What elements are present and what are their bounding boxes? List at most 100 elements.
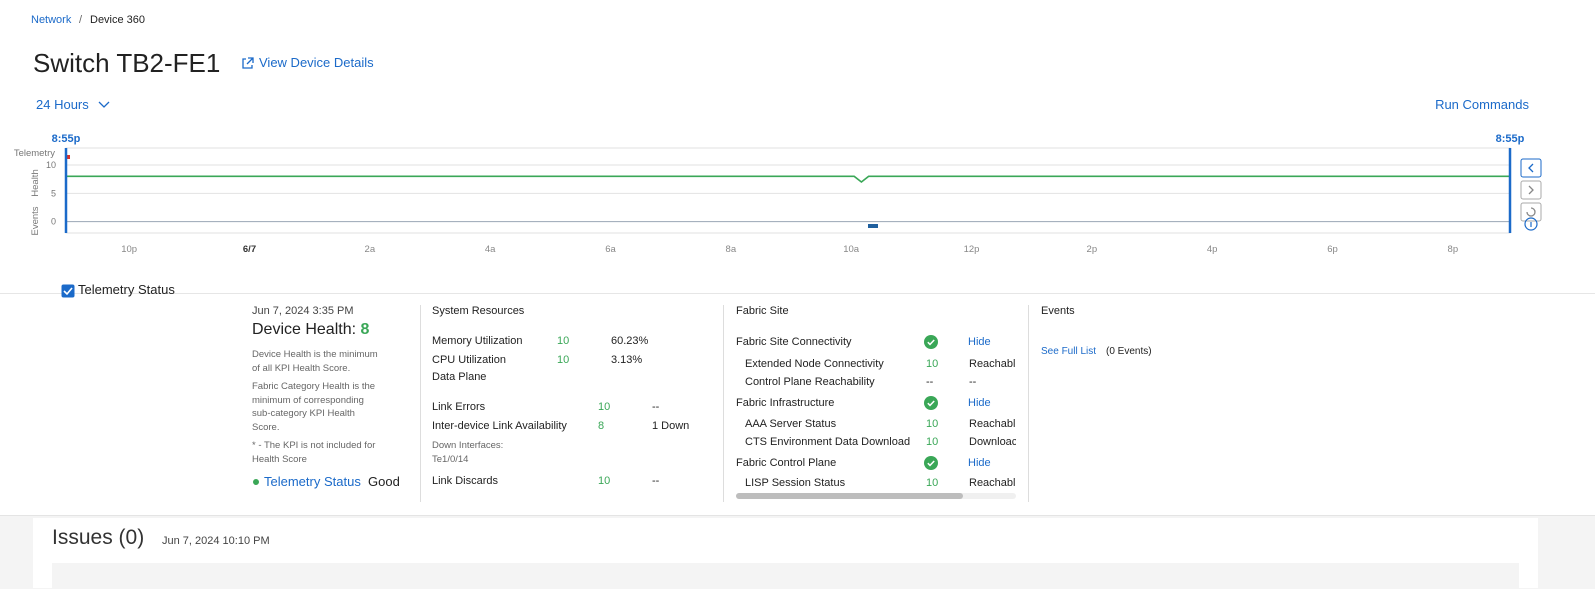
group-name: Fabric Site Connectivity bbox=[736, 336, 852, 348]
row-label: Events bbox=[30, 206, 41, 235]
health-line bbox=[66, 175, 1510, 184]
x-tick-label: 8p bbox=[1448, 244, 1459, 255]
issues-date: Jun 7, 2024 10:10 PM bbox=[162, 535, 270, 547]
kpi-status: -- bbox=[969, 376, 977, 388]
telemetry-state: Good bbox=[368, 474, 400, 489]
kpi-score: 10 bbox=[598, 401, 611, 413]
telemetry-link[interactable]: Telemetry Status bbox=[264, 474, 361, 489]
kpi-score: 10 bbox=[926, 436, 939, 448]
kpi-name: Extended Node Connectivity bbox=[745, 358, 884, 370]
nav-icon bbox=[1526, 207, 1536, 217]
note: Te1/0/14 bbox=[432, 454, 469, 465]
page-title: Switch TB2-FE1 bbox=[33, 48, 221, 78]
kpi-name: Inter-device Link Availability bbox=[432, 420, 567, 432]
health-label: Device Health: 8 bbox=[252, 321, 369, 339]
kpi-status: Reachabl bbox=[969, 477, 1016, 489]
breadcrumb-separator: / bbox=[79, 14, 83, 26]
health-label-text: Device Health: bbox=[252, 321, 357, 338]
kpi-name: AAA Server Status bbox=[745, 418, 837, 430]
kpi-name: Memory Utilization bbox=[432, 335, 523, 347]
health-note: * - The KPI is not included for Health S… bbox=[252, 440, 376, 465]
events-count: (0 Events) bbox=[1106, 346, 1152, 357]
kpi-score: 10 bbox=[598, 475, 611, 487]
breadcrumb-link[interactable]: Network bbox=[31, 14, 72, 26]
check-icon bbox=[924, 335, 938, 352]
x-tick-label: 10a bbox=[843, 244, 860, 255]
issues-table bbox=[52, 563, 1519, 588]
health-note: Device Health is the minimum of all KPI … bbox=[252, 349, 378, 374]
issues-title: Issues (0) bbox=[52, 526, 145, 549]
status-dot bbox=[253, 479, 259, 485]
group-name: Fabric Control Plane bbox=[736, 457, 837, 469]
section-title: Fabric Site bbox=[736, 305, 789, 317]
x-tick-label: 8a bbox=[726, 244, 737, 255]
x-tick-label: 2a bbox=[365, 244, 376, 255]
kpi-value: 60.23% bbox=[611, 335, 649, 347]
checkbox[interactable] bbox=[61, 284, 75, 298]
hide-action[interactable]: Hide bbox=[968, 457, 991, 469]
health-date: Jun 7, 2024 3:35 PM bbox=[252, 305, 354, 317]
kpi-name: Link Errors bbox=[432, 401, 486, 413]
hide-action[interactable]: Hide bbox=[968, 397, 991, 409]
kpi-value: 3.13% bbox=[611, 354, 643, 366]
kpi-score: 10 bbox=[557, 354, 570, 366]
y-tick-label: 0 bbox=[51, 217, 56, 227]
toggle-label: Telemetry Status bbox=[78, 282, 175, 297]
scroll-thumb[interactable] bbox=[736, 493, 963, 499]
x-tick-label: 6a bbox=[605, 244, 616, 255]
health-score: 8 bbox=[360, 321, 370, 338]
kpi-status: Downloac bbox=[969, 436, 1016, 448]
row-label: Health bbox=[30, 169, 41, 196]
check-icon bbox=[924, 396, 938, 413]
events-title: Events bbox=[1041, 305, 1075, 317]
kpi-score: 8 bbox=[598, 420, 605, 432]
y-tick-label: 10 bbox=[46, 160, 56, 170]
nav-button[interactable] bbox=[1520, 180, 1542, 200]
nav-icon bbox=[1528, 163, 1534, 173]
health-note: Fabric Category Health is the minimum of… bbox=[252, 381, 376, 433]
note-title: Down Interfaces: bbox=[432, 440, 504, 451]
x-tick-label: 4a bbox=[485, 244, 496, 255]
column-divider bbox=[723, 305, 724, 502]
scroll-track bbox=[736, 493, 1016, 499]
x-tick-label: 10p bbox=[121, 244, 137, 255]
x-tick-label: 12p bbox=[964, 244, 980, 255]
section-title: System Resources bbox=[432, 305, 525, 317]
telemetry-marker bbox=[66, 155, 70, 159]
run-commands[interactable]: Run Commands bbox=[1435, 97, 1529, 112]
plot-area bbox=[65, 147, 1511, 234]
subsection-title: Data Plane bbox=[432, 371, 487, 383]
hide-action[interactable]: Hide bbox=[968, 336, 991, 348]
kpi-value: -- bbox=[652, 475, 660, 487]
kpi-name: CTS Environment Data Download bbox=[745, 436, 911, 448]
timeline: 0 5 10 10p 6/7 2a 4a 6a 8a 10a 12p 2p 4p 6p 8p Telemetr… bbox=[14, 133, 1542, 255]
group-name: Fabric Infrastructure bbox=[736, 397, 835, 409]
kpi-value: 1 Down bbox=[652, 420, 690, 432]
info-icon bbox=[1524, 217, 1538, 231]
details-link[interactable]: View Device Details bbox=[259, 55, 374, 70]
kpi-value: -- bbox=[652, 401, 660, 413]
kpi-score: 10 bbox=[926, 477, 939, 489]
kpi-status: Reachabl bbox=[969, 358, 1016, 370]
range-end: 8:55p bbox=[1496, 133, 1525, 145]
nav-button[interactable] bbox=[1520, 202, 1542, 222]
nav-button[interactable] bbox=[1520, 158, 1542, 178]
kpi-score: 10 bbox=[926, 418, 939, 430]
events-link[interactable]: See Full List bbox=[1041, 346, 1097, 357]
kpi-name: Control Plane Reachability bbox=[745, 376, 875, 388]
time-range[interactable]: 24 Hours bbox=[36, 97, 89, 112]
kpi-score: 10 bbox=[557, 335, 570, 347]
kpi-score: -- bbox=[926, 376, 934, 388]
column-divider bbox=[1028, 305, 1029, 502]
kpi-name: CPU Utilization bbox=[432, 354, 506, 366]
check-icon bbox=[924, 456, 938, 473]
fabric-clip: Fabric Site Fabric Site Connectivity Hide E… bbox=[736, 300, 1016, 490]
column-divider bbox=[420, 305, 421, 502]
event-marker bbox=[868, 224, 878, 228]
x-tick-label: 6p bbox=[1327, 244, 1338, 255]
breadcrumb-current: Device 360 bbox=[90, 14, 146, 26]
kpi-name: LISP Session Status bbox=[745, 477, 846, 489]
divider bbox=[0, 293, 1595, 294]
